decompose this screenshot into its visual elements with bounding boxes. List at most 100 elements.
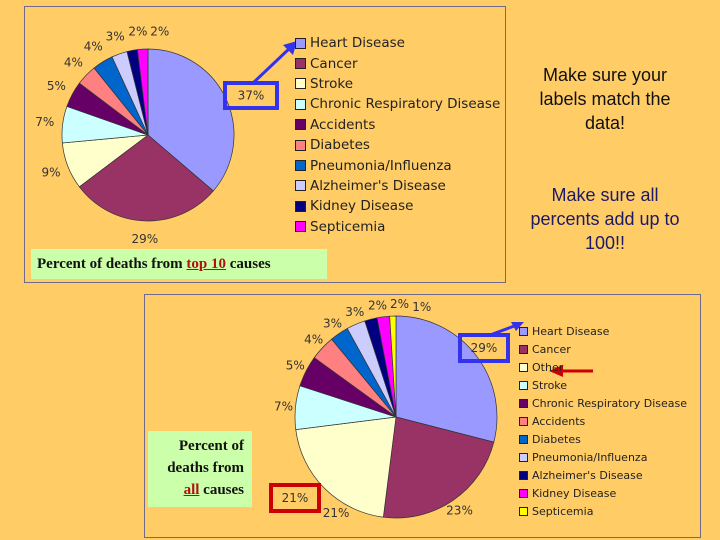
- legend-label: Chronic Respiratory Disease: [532, 396, 688, 410]
- slice-label: 4%: [64, 56, 83, 70]
- caption-text: Percent of deaths from: [167, 438, 244, 476]
- legend-item: Cancer: [519, 340, 687, 358]
- legend-swatch: [295, 139, 306, 151]
- arrow-head: [511, 322, 524, 331]
- slice-label: 1%: [412, 300, 431, 314]
- slice-label: 7%: [35, 115, 54, 129]
- slice-label: 3%: [323, 317, 342, 331]
- slice-label: 3%: [345, 305, 364, 319]
- legend-label: Alzheimer's Disease: [532, 468, 643, 482]
- top10-pie: 29%9%7%5%4%4%3% 2% 2%37%: [35, 24, 297, 246]
- all-causes-caption: Percent of deaths from all causes: [148, 431, 252, 507]
- legend-label: Alzheimer's Disease: [310, 177, 446, 194]
- highlight-box: [269, 483, 321, 513]
- pie-slice: [382, 416, 495, 519]
- highlighted-slice-label: 37%: [238, 89, 265, 103]
- slice-label: 5%: [286, 359, 305, 373]
- slice-label: 23%: [446, 503, 473, 517]
- legend-label: Diabetes: [532, 432, 581, 446]
- legend-swatch: [295, 200, 306, 212]
- pie-slice: [395, 315, 498, 443]
- legend-item: Pneumonia/Influenza: [519, 448, 687, 466]
- legend-swatch: [295, 119, 306, 131]
- legend-label: Pneumonia/Influenza: [532, 450, 648, 464]
- top10-chart: 29% 9% 7% 5% 4% 4% 3% 2% 2% 37% Heart Disease Canc…: [24, 6, 506, 283]
- legend-swatch: [519, 362, 528, 372]
- top10-caption: Percent of deaths from top 10 causes: [31, 249, 327, 279]
- legend-swatch: [519, 326, 528, 336]
- legend-item: Stroke: [519, 376, 687, 394]
- legend-item: Accidents: [519, 412, 687, 430]
- legend-swatch: [295, 180, 306, 192]
- legend-swatch: [519, 398, 528, 408]
- caption-emphasis: top 10: [186, 256, 227, 272]
- slice-label: 2%: [128, 24, 147, 38]
- legend-swatch: [519, 344, 528, 354]
- slice-label: 3%: [106, 29, 125, 43]
- legend-item: Pneumonia/Influenza: [295, 155, 500, 175]
- pie-slice: [78, 134, 214, 222]
- legend-label: Stroke: [310, 75, 354, 92]
- slice-label: 4%: [304, 333, 323, 347]
- top10-legend: Heart Disease Cancer Stroke Chronic Respira…: [295, 33, 500, 237]
- legend-swatch: [519, 416, 528, 426]
- caption-text: causes: [199, 482, 244, 498]
- legend-label: Other: [532, 360, 564, 374]
- legend-swatch: [295, 58, 306, 70]
- legend-swatch: [295, 78, 306, 90]
- legend-label: Stroke: [532, 378, 568, 392]
- legend-label: Accidents: [532, 414, 586, 428]
- legend-item: Cancer: [295, 53, 500, 73]
- legend-label: Pneumonia/Influenza: [310, 157, 452, 174]
- legend-label: Kidney Disease: [532, 486, 617, 500]
- slice-label: 2%: [390, 297, 409, 311]
- slice-label: 9%: [41, 166, 60, 180]
- legend-label: Kidney Disease: [310, 198, 414, 215]
- caption-emphasis: all: [183, 482, 200, 498]
- note-labels-match: Make sure your labels match the data!: [539, 65, 671, 133]
- caption-text: causes: [226, 256, 271, 272]
- legend-swatch: [519, 488, 528, 498]
- legend-item: Heart Disease: [519, 322, 687, 340]
- pie-slice: [389, 315, 397, 418]
- legend-item: Diabetes: [295, 135, 500, 155]
- legend-label: Septicemia: [532, 504, 594, 518]
- legend-item: Heart Disease: [295, 33, 500, 53]
- highlighted-slice-label: 29%: [471, 341, 498, 355]
- red-arrow-head: [549, 365, 563, 377]
- legend-label: Accidents: [310, 116, 376, 133]
- arrow: [251, 45, 293, 85]
- slice-label: 5%: [47, 79, 66, 93]
- highlighted-slice-label: 21%: [282, 491, 309, 505]
- legend-item: Chronic Respiratory Disease: [519, 394, 687, 412]
- legend-item: Stroke: [295, 74, 500, 94]
- legend-label: Heart Disease: [532, 324, 610, 338]
- legend-item: Chronic Respiratory Disease: [295, 94, 500, 114]
- legend-item: Alzheimer's Disease: [295, 176, 500, 196]
- legend-item: Alzheimer's Disease: [519, 466, 687, 484]
- caption-text: Percent of deaths from: [37, 256, 187, 272]
- legend-label: Septicemia: [310, 218, 386, 235]
- slice-label: 2%: [150, 25, 169, 39]
- legend-label: Cancer: [532, 342, 571, 356]
- slice-label: 7%: [274, 399, 293, 413]
- legend-swatch: [519, 506, 528, 516]
- all-causes-legend: Heart Disease Cancer Other Stroke Chronic Re…: [519, 322, 687, 520]
- legend-swatch: [519, 470, 528, 480]
- legend-swatch: [519, 434, 528, 444]
- slice-label: 21%: [323, 506, 350, 520]
- arrow-head: [283, 41, 297, 55]
- all-causes-chart: 23% 21% 7% 5% 4% 3% 3% 2% 2% 1% 29% 21% Heart Disea…: [144, 294, 701, 538]
- slice-label: 4%: [84, 40, 103, 54]
- legend-label: Diabetes: [310, 137, 370, 154]
- highlight-box: [458, 333, 510, 363]
- legend-swatch: [519, 380, 528, 390]
- arrow: [489, 323, 518, 337]
- pie-slice: [137, 48, 149, 136]
- legend-label: Heart Disease: [310, 35, 405, 52]
- legend-item: Other: [519, 358, 687, 376]
- legend-label: Chronic Respiratory Disease: [310, 96, 501, 113]
- highlight-box: [223, 81, 279, 110]
- legend-swatch: [519, 452, 528, 462]
- legend-item: Diabetes: [519, 430, 687, 448]
